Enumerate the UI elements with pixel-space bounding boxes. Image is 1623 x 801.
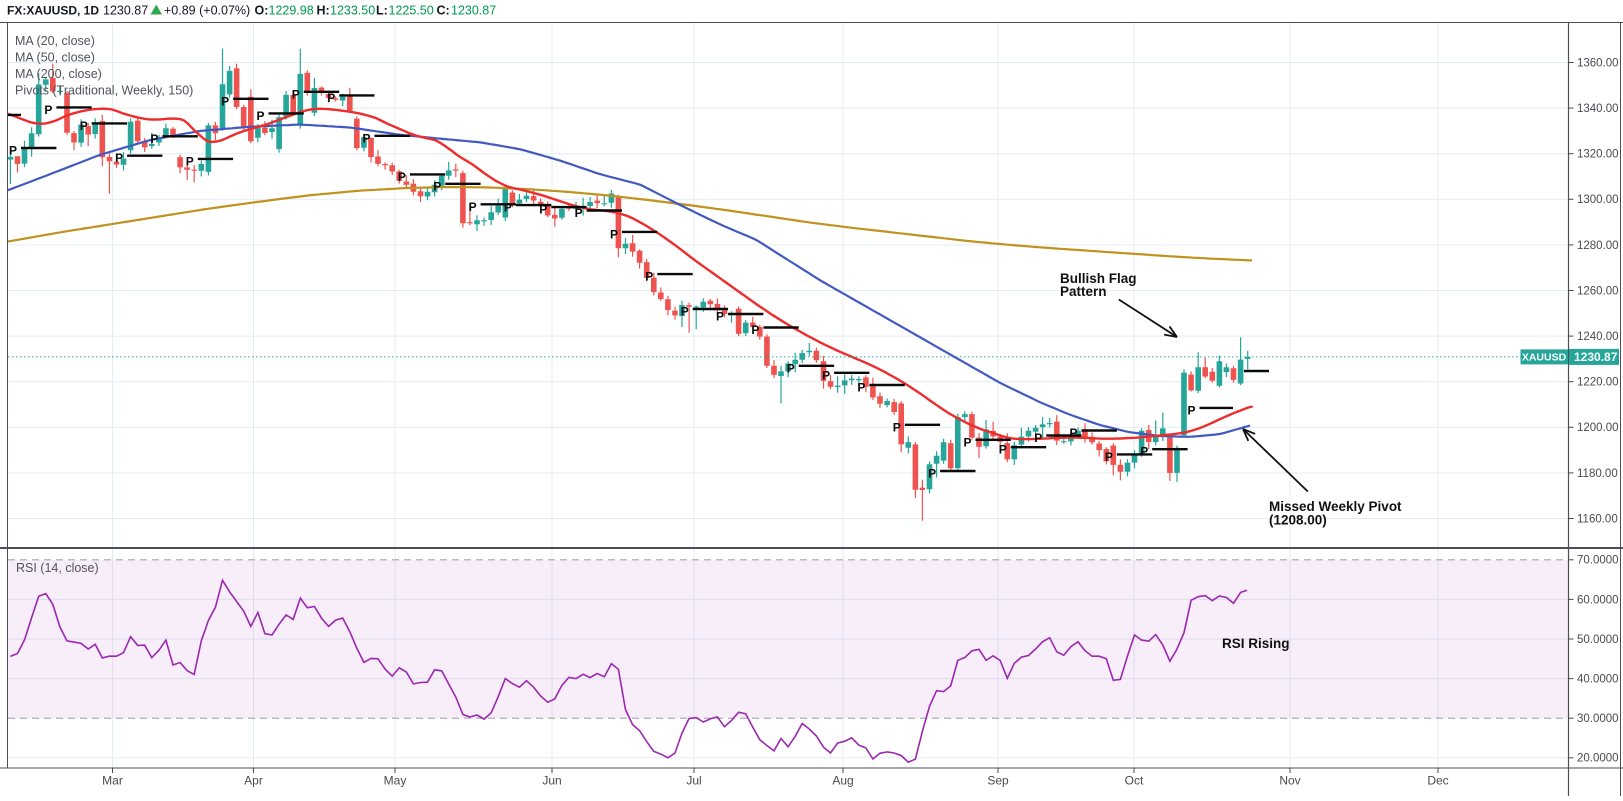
- svg-text:P: P: [893, 420, 901, 434]
- svg-text:P: P: [327, 91, 335, 105]
- svg-text:30.0000: 30.0000: [1577, 713, 1619, 725]
- svg-text:Jul: Jul: [686, 774, 701, 788]
- svg-text:1200.00: 1200.00: [1577, 422, 1619, 434]
- svg-text:Apr: Apr: [244, 774, 263, 788]
- svg-text:Oct: Oct: [1125, 774, 1144, 788]
- svg-text:P: P: [751, 323, 759, 337]
- svg-text:P: P: [610, 227, 618, 241]
- svg-text:20.0000: 20.0000: [1577, 753, 1619, 765]
- svg-text:1260.00: 1260.00: [1577, 285, 1619, 297]
- svg-text:P: P: [1105, 450, 1113, 464]
- svg-text:P: P: [292, 87, 300, 101]
- svg-text:P: P: [469, 200, 477, 214]
- svg-text:P: P: [1034, 431, 1042, 445]
- svg-text:1320.00: 1320.00: [1577, 149, 1619, 161]
- svg-text:P: P: [539, 203, 547, 217]
- svg-text:(1208.00): (1208.00): [1269, 513, 1327, 528]
- svg-text:Nov: Nov: [1279, 774, 1300, 788]
- svg-text:P: P: [681, 305, 689, 319]
- svg-text:Pivots (Traditional, Weekly, 1: Pivots (Traditional, Weekly, 150): [15, 84, 193, 98]
- svg-text:P: P: [1140, 445, 1148, 459]
- svg-text:P: P: [115, 151, 123, 165]
- svg-text:MA (20, close): MA (20, close): [15, 34, 95, 48]
- svg-text:RSI Rising: RSI Rising: [1222, 636, 1290, 651]
- svg-text:P: P: [150, 132, 158, 146]
- svg-text:1230.87: 1230.87: [1574, 350, 1618, 364]
- svg-text:Pattern: Pattern: [1060, 284, 1107, 299]
- svg-text:MA (200, close): MA (200, close): [15, 67, 102, 81]
- svg-text:60.0000: 60.0000: [1577, 594, 1619, 606]
- svg-text:P: P: [928, 467, 936, 481]
- svg-text:P: P: [1188, 403, 1196, 417]
- svg-text:P: P: [716, 310, 724, 324]
- svg-text:P: P: [964, 435, 972, 449]
- svg-text:1300.00: 1300.00: [1577, 194, 1619, 206]
- svg-text:P: P: [787, 361, 795, 375]
- svg-text:Mar: Mar: [102, 774, 123, 788]
- svg-text:P: P: [822, 368, 830, 382]
- svg-text:MA (50, close): MA (50, close): [15, 51, 95, 65]
- svg-text:1340.00: 1340.00: [1577, 103, 1619, 115]
- svg-text:P: P: [504, 201, 512, 215]
- svg-text:Sep: Sep: [987, 774, 1009, 788]
- svg-text:70.0000: 70.0000: [1577, 555, 1619, 567]
- svg-text:1360.00: 1360.00: [1577, 57, 1619, 69]
- svg-text:P: P: [363, 131, 371, 145]
- svg-text:Dec: Dec: [1427, 774, 1448, 788]
- svg-text:P: P: [257, 109, 265, 123]
- svg-text:P: P: [44, 103, 52, 117]
- svg-text:1220.00: 1220.00: [1577, 377, 1619, 389]
- svg-text:P: P: [999, 443, 1007, 457]
- svg-text:P: P: [221, 94, 229, 108]
- svg-text:1160.00: 1160.00: [1577, 513, 1618, 525]
- svg-text:1180.00: 1180.00: [1577, 468, 1618, 480]
- svg-text:P: P: [645, 270, 653, 284]
- svg-text:50.0000: 50.0000: [1577, 634, 1619, 646]
- svg-text:P: P: [857, 381, 865, 395]
- svg-text:P: P: [1070, 426, 1078, 440]
- svg-text:P: P: [9, 144, 17, 158]
- svg-text:Missed Weekly Pivot: Missed Weekly Pivot: [1269, 499, 1402, 514]
- svg-text:Aug: Aug: [832, 774, 853, 788]
- svg-text:1240.00: 1240.00: [1577, 331, 1619, 343]
- svg-text:May: May: [384, 774, 407, 788]
- svg-text:P: P: [80, 119, 88, 133]
- svg-text:1280.00: 1280.00: [1577, 240, 1619, 252]
- svg-text:RSI (14, close): RSI (14, close): [16, 561, 99, 575]
- svg-text:XAUUSD: XAUUSD: [1522, 352, 1567, 364]
- svg-text:Jun: Jun: [542, 774, 561, 788]
- svg-text:Bullish Flag: Bullish Flag: [1060, 271, 1137, 286]
- svg-text:P: P: [398, 170, 406, 184]
- svg-text:P: P: [575, 206, 583, 220]
- svg-text:P: P: [433, 179, 441, 193]
- svg-text:40.0000: 40.0000: [1577, 674, 1619, 686]
- svg-text:P: P: [186, 154, 194, 168]
